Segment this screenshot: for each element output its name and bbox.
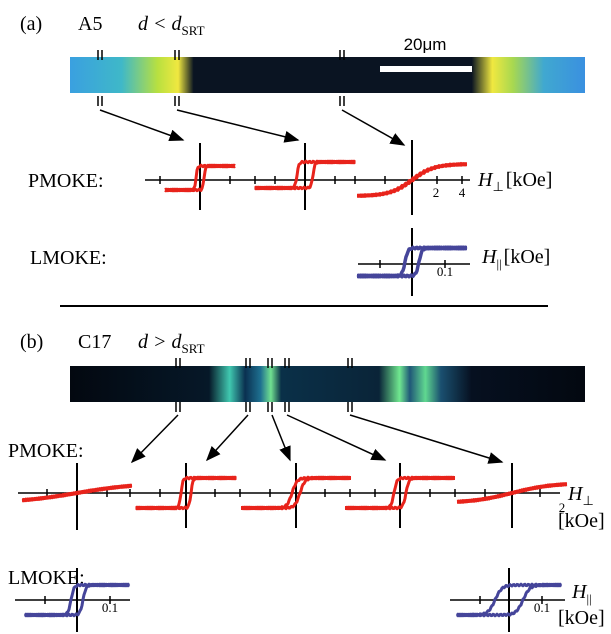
axis-subscript: || (586, 591, 591, 606)
lmoke-label: LMOKE: (30, 247, 107, 269)
axis-symbol: H (571, 581, 588, 603)
condition-subscript: SRT (182, 341, 205, 356)
panel-label: (a) (20, 13, 42, 35)
panel-label: (b) (20, 331, 43, 353)
axis-unit: [kOe] (506, 169, 553, 191)
arrow (207, 415, 248, 460)
axis-subscript: || (496, 256, 501, 271)
sample-name: A5 (78, 13, 102, 35)
axis-symbol: H (481, 246, 498, 268)
domain-image (70, 57, 585, 93)
scale-label: 20μm (404, 35, 447, 54)
condition-subscript: SRT (182, 23, 205, 38)
pmoke-label: PMOKE: (28, 170, 104, 192)
scale-bar (380, 66, 472, 72)
lmoke-label: LMOKE: (8, 567, 85, 589)
condition: d > dSRT (138, 331, 205, 356)
condition-text: d < d (138, 13, 182, 35)
axis-label: H⊥[kOe] (477, 169, 552, 194)
axis-unit: [kOe] (558, 607, 605, 629)
arrow (132, 415, 178, 462)
pmoke-label: PMOKE: (8, 440, 84, 462)
axis-label: H⊥ (567, 483, 594, 508)
axis-label: H|| (571, 581, 592, 606)
tick-label: 4 (459, 185, 466, 200)
arrow (100, 110, 183, 140)
axis-label: H||[kOe] (481, 246, 550, 271)
domain-image (70, 366, 585, 402)
arrow (342, 110, 404, 145)
axis-subscript: ⊥ (582, 493, 593, 508)
arrow (272, 415, 290, 460)
figure: (a) A5 d < dSRT 20μm PMOKE: LMOKE: 2 4 H… (0, 0, 611, 634)
condition-text: d > d (138, 331, 182, 353)
tick-label: 2 (433, 185, 440, 200)
axis-unit: [kOe] (504, 246, 551, 268)
arrow (177, 110, 298, 140)
axis-unit: [kOe] (558, 510, 605, 532)
condition: d < dSRT (138, 13, 205, 38)
axis-symbol: H (567, 483, 584, 505)
axis-symbol: H (477, 169, 494, 191)
sample-name: C17 (78, 331, 111, 353)
axis-subscript: ⊥ (492, 179, 503, 194)
